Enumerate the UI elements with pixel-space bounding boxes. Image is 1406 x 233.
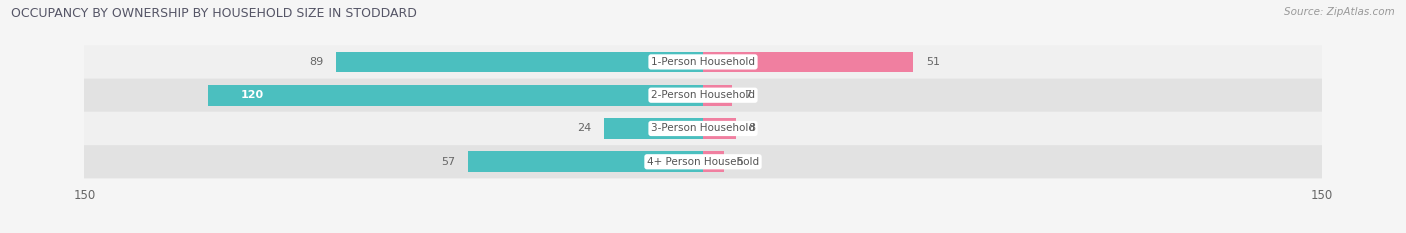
FancyBboxPatch shape (53, 145, 1353, 178)
Text: Source: ZipAtlas.com: Source: ZipAtlas.com (1284, 7, 1395, 17)
Text: 4+ Person Household: 4+ Person Household (647, 157, 759, 167)
Bar (703, 118, 735, 139)
Text: 5: 5 (735, 157, 742, 167)
Text: 51: 51 (925, 57, 939, 67)
Text: 24: 24 (578, 123, 592, 134)
Legend: Owner-occupied, Renter-occupied: Owner-occupied, Renter-occupied (576, 230, 830, 233)
Bar (208, 85, 703, 106)
Text: 89: 89 (309, 57, 323, 67)
Bar (336, 51, 703, 72)
Text: 3-Person Household: 3-Person Household (651, 123, 755, 134)
Text: OCCUPANCY BY OWNERSHIP BY HOUSEHOLD SIZE IN STODDARD: OCCUPANCY BY OWNERSHIP BY HOUSEHOLD SIZE… (11, 7, 418, 20)
FancyBboxPatch shape (53, 79, 1353, 112)
FancyBboxPatch shape (53, 45, 1353, 79)
Bar (703, 85, 733, 106)
Bar (703, 151, 724, 172)
FancyBboxPatch shape (53, 112, 1353, 145)
Text: 8: 8 (748, 123, 755, 134)
Text: 2-Person Household: 2-Person Household (651, 90, 755, 100)
Text: 7: 7 (744, 90, 751, 100)
Bar (605, 118, 703, 139)
Bar (703, 51, 914, 72)
Bar (468, 151, 703, 172)
Text: 57: 57 (441, 157, 456, 167)
Text: 120: 120 (240, 90, 264, 100)
Text: 1-Person Household: 1-Person Household (651, 57, 755, 67)
